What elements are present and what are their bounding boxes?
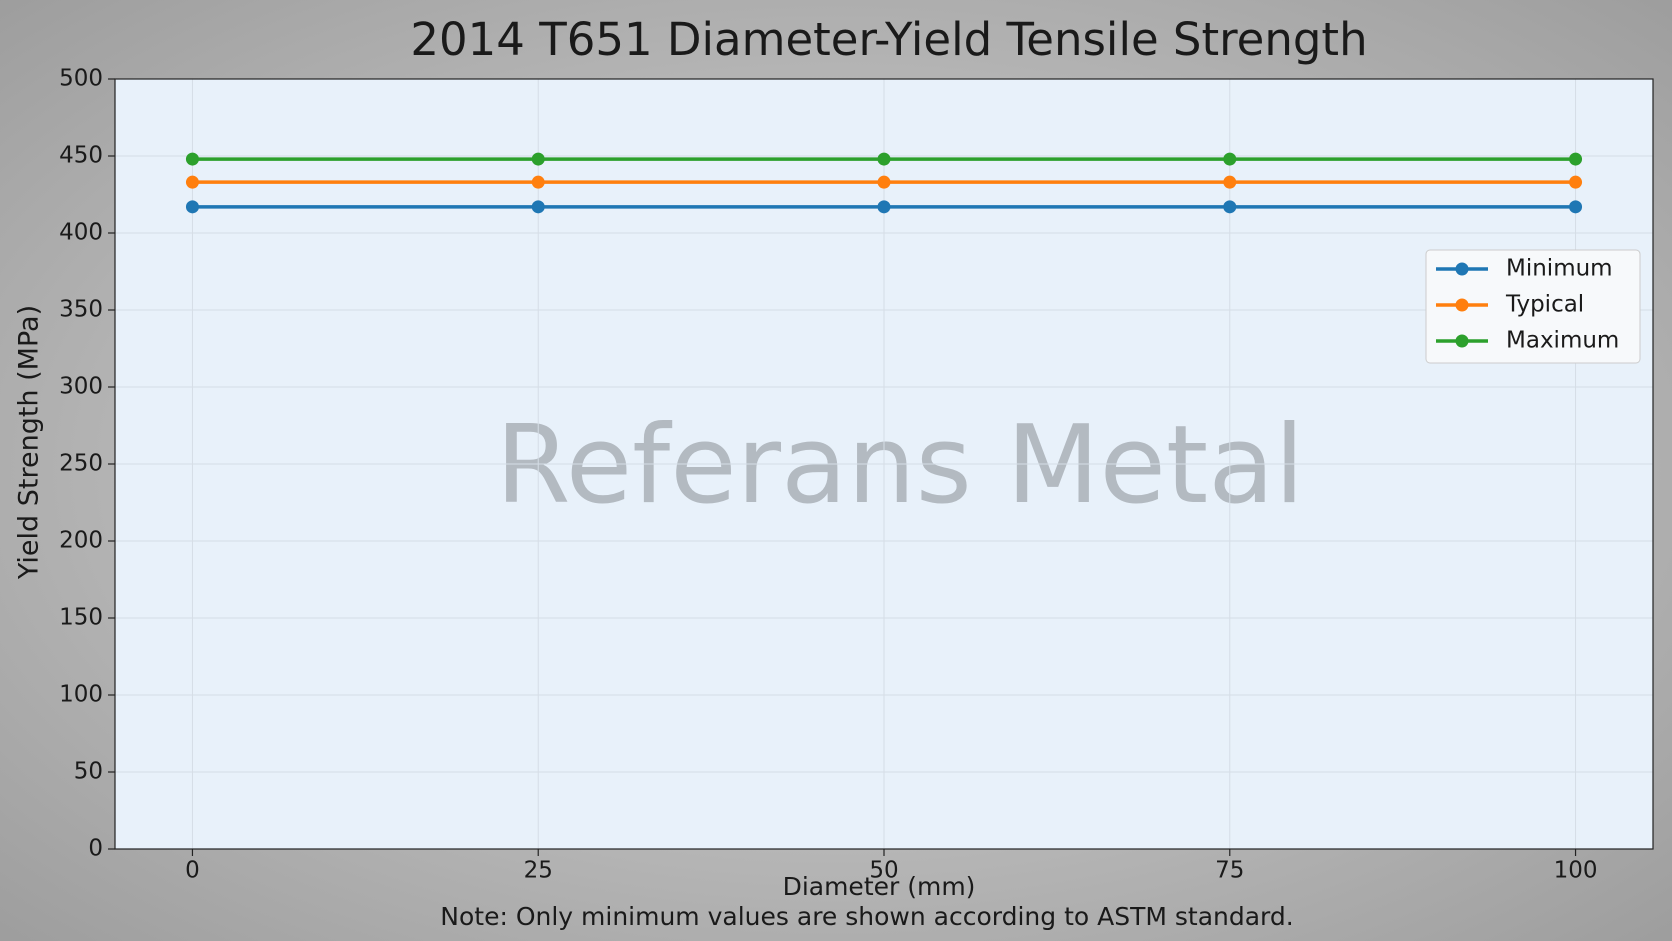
chart-title: 2014 T651 Diameter-Yield Tensile Strengt… (410, 13, 1367, 66)
y-tick-label: 50 (74, 759, 103, 785)
data-point (877, 152, 891, 166)
y-tick-label: 0 (88, 836, 103, 862)
x-tick-label: 75 (1215, 858, 1244, 884)
watermark: Referans Metal (496, 403, 1305, 528)
y-axis-label: Yield Strength (MPa) (14, 305, 45, 580)
legend-marker (1455, 334, 1469, 348)
legend-marker (1455, 298, 1469, 312)
legend-label: Maximum (1506, 328, 1619, 354)
data-point (1223, 152, 1237, 166)
y-tick-label: 300 (59, 374, 103, 400)
data-point (1569, 200, 1583, 214)
data-point (1223, 200, 1237, 214)
data-point (185, 175, 199, 189)
y-tick-label: 100 (59, 682, 103, 708)
y-tick-label: 150 (59, 605, 103, 631)
y-tick-label: 250 (59, 451, 103, 477)
legend-marker (1455, 262, 1469, 276)
data-point (531, 175, 545, 189)
axes-frame (114, 78, 1654, 850)
data-point (1569, 175, 1583, 189)
data-point (531, 200, 545, 214)
data-point (877, 200, 891, 214)
plot-layer: 0 50 100 150 200 250 300 350 400 450 500 0 25 50 75 100… (59, 66, 1654, 884)
y-tick-label: 400 (59, 220, 103, 246)
legend-label: Typical (1505, 292, 1584, 318)
data-point (877, 175, 891, 189)
legend-label: Minimum (1506, 256, 1613, 282)
data-point (1223, 175, 1237, 189)
note: Note: Only minimum values are shown acco… (440, 902, 1293, 931)
data-point (185, 152, 199, 166)
data-point (1569, 152, 1583, 166)
y-tick-label: 350 (59, 297, 103, 323)
data-point (185, 200, 199, 214)
data-point (531, 152, 545, 166)
legend-box (1425, 249, 1641, 364)
x-tick-label: 50 (869, 858, 898, 884)
y-tick-label: 500 (59, 66, 103, 92)
y-tick-label: 450 (59, 143, 103, 169)
x-tick-label: 100 (1554, 858, 1598, 884)
y-tick-label: 200 (59, 528, 103, 554)
x-tick-label: 0 (185, 858, 200, 884)
x-axis-label: Diameter (mm) (783, 872, 976, 901)
x-tick-label: 25 (524, 858, 553, 884)
